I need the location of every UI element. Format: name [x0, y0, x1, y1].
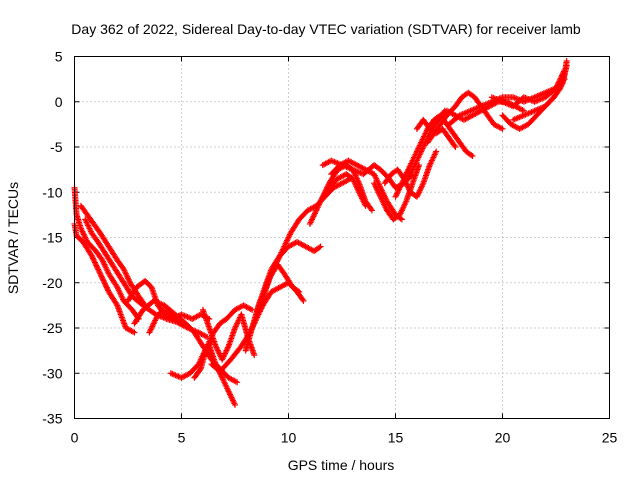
- data-point: [433, 148, 440, 155]
- data-point: [317, 243, 324, 250]
- data-point: [96, 269, 103, 276]
- data-point: [294, 287, 301, 294]
- y-tick-label: -5: [50, 139, 63, 155]
- y-tick-label: -30: [42, 365, 62, 381]
- data-point: [232, 401, 238, 408]
- chart-title: Day 362 of 2022, Sidereal Day-to-day VTE…: [71, 21, 581, 37]
- y-tick-labels: 5 0 -5 -10 -15 -20 -25 -30 -35: [42, 49, 62, 427]
- data-point: [469, 153, 476, 160]
- data-point: [99, 274, 106, 281]
- data-point: [296, 288, 303, 295]
- data-point: [103, 284, 110, 291]
- data-point: [196, 367, 203, 374]
- data-point: [104, 286, 111, 293]
- data-point: [98, 273, 105, 280]
- data-points: [71, 58, 570, 408]
- data-point: [299, 296, 306, 303]
- y-tick-label: -10: [42, 184, 62, 200]
- data-point: [300, 297, 307, 304]
- data-point: [101, 279, 108, 286]
- data-point: [100, 277, 107, 284]
- data-point: [91, 258, 98, 265]
- data-point: [249, 306, 256, 313]
- data-point: [468, 152, 475, 159]
- y-tick-label: -35: [42, 411, 62, 427]
- data-point: [97, 272, 104, 279]
- data-point: [368, 206, 375, 213]
- x-tick-label: 0: [71, 430, 79, 446]
- data-point: [251, 352, 258, 359]
- data-point: [101, 280, 108, 287]
- data-point: [88, 252, 95, 259]
- data-point: [362, 202, 369, 209]
- y-tick-label: 0: [55, 94, 63, 110]
- data-point: [103, 283, 110, 290]
- data-point: [563, 58, 570, 65]
- y-tick-label: -15: [42, 230, 62, 246]
- grid-lines: [74, 56, 610, 419]
- data-point: [93, 263, 100, 270]
- data-point: [95, 266, 102, 273]
- data-point: [234, 379, 241, 386]
- data-point: [131, 329, 138, 336]
- data-point: [499, 125, 506, 132]
- data-point: [452, 144, 459, 150]
- x-axis-label: GPS time / hours: [288, 457, 395, 473]
- data-point: [91, 259, 98, 266]
- y-tick-label: 5: [55, 49, 63, 65]
- data-point: [93, 262, 100, 269]
- data-point: [316, 244, 323, 251]
- x-tick-label: 20: [495, 430, 511, 446]
- y-tick-label: -20: [42, 275, 62, 291]
- x-tick-label: 10: [281, 430, 297, 446]
- data-point: [99, 276, 106, 283]
- data-point: [398, 216, 405, 223]
- data-point: [97, 270, 104, 277]
- data-point: [368, 207, 375, 214]
- y-tick-label: -25: [42, 320, 62, 336]
- data-point: [92, 260, 99, 267]
- plot-frame: [74, 56, 610, 419]
- data-point: [89, 253, 96, 260]
- x-tick-label: 25: [602, 430, 618, 446]
- x-tick-labels: 0 5 10 15 20 25: [71, 430, 618, 446]
- data-point: [95, 267, 102, 274]
- data-point: [102, 281, 109, 288]
- data-point: [90, 256, 97, 263]
- data-point: [556, 86, 563, 93]
- x-tick-label: 15: [388, 430, 404, 446]
- data-point: [89, 255, 96, 262]
- data-point: [451, 142, 458, 149]
- data-point: [94, 265, 101, 272]
- y-axis-label: SDTVAR / TECUs: [5, 182, 21, 294]
- x-tick-label: 5: [178, 430, 186, 446]
